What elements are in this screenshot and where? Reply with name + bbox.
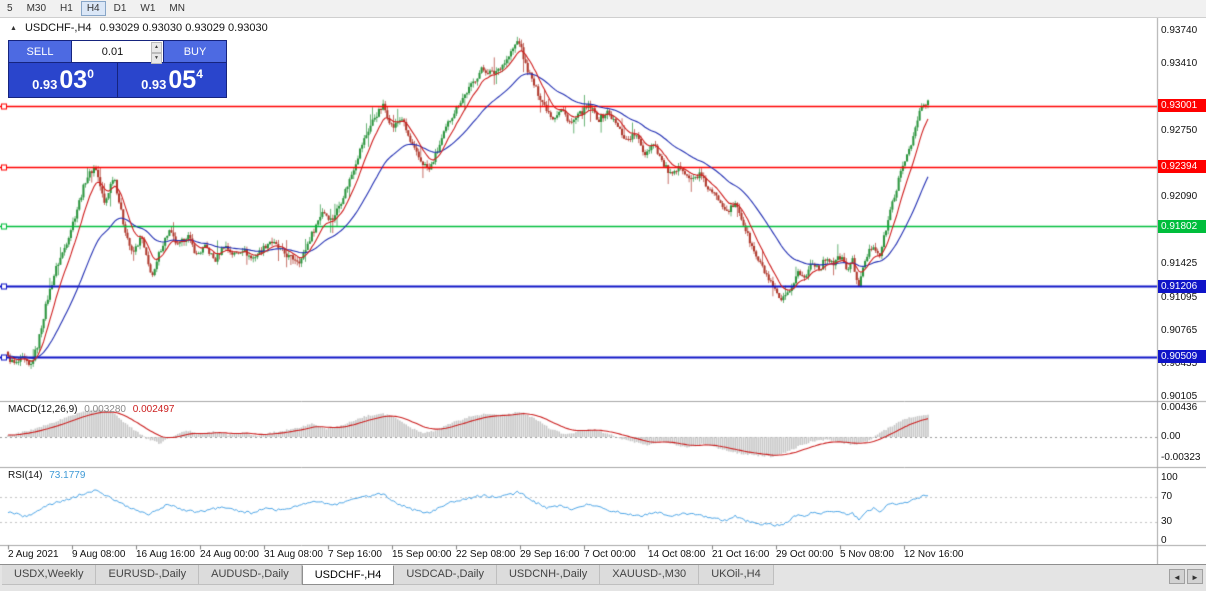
buy-button[interactable]: BUY: [163, 41, 226, 62]
timeframe-button-5[interactable]: 5: [7, 3, 13, 14]
price-scale-tick: 0.90105: [1161, 391, 1198, 403]
symbol-tab-ukoilh4[interactable]: UKOil-,H4: [699, 565, 774, 585]
time-axis-label: 9 Aug 08:00: [72, 549, 126, 560]
macd-scale-tick: 0.00: [1161, 431, 1181, 442]
rsi-scale-tick: 30: [1161, 516, 1173, 528]
rsi-value: 73.1779: [49, 470, 86, 481]
sell-price[interactable]: 0.93 03 0: [9, 63, 118, 97]
volume-box: ▲ ▼: [72, 41, 163, 64]
time-axis-label: 14 Oct 08:00: [648, 549, 706, 560]
time-axis-label: 5 Nov 08:00: [840, 549, 894, 560]
timeframe-button-mn[interactable]: MN: [169, 3, 185, 14]
time-axis-label: 21 Oct 16:00: [712, 549, 770, 560]
timeframe-button-d1[interactable]: D1: [113, 3, 127, 14]
symbol-tab-eurusddaily[interactable]: EURUSD-,Daily: [96, 565, 200, 585]
symbol-tab-xauusdm30[interactable]: XAUUSD-,M30: [600, 565, 700, 585]
price-scale-tick: 0.92090: [1161, 191, 1198, 203]
symbol-tabbar-tabs: USDX,Weekly EURUSD-,Daily AUDUSD-,Daily USD…: [2, 565, 1206, 585]
volume-input[interactable]: [72, 41, 163, 62]
macd-value: 0.003280: [84, 404, 126, 415]
rsi-scale-tick: 100: [1161, 472, 1178, 483]
buy-price[interactable]: 0.93 05 4: [118, 63, 226, 97]
one-click-trading-panel: SELL ▲ ▼ BUY 0.93 03 0 0.93 05 4: [8, 40, 227, 98]
time-axis-label: 29 Oct 00:00: [776, 549, 834, 560]
timeframe-toolbar: 5 M30 H1 H4 D1 W1 MN: [0, 0, 1206, 18]
macd-signal-value: 0.002497: [132, 404, 175, 415]
time-axis-label: 31 Aug 08:00: [264, 549, 323, 560]
macd-indicator-label: MACD(12,26,9) 0.003280 0.002497: [8, 404, 174, 415]
timeframe-button-h4[interactable]: H4: [80, 1, 106, 16]
time-axis-label: 12 Nov 16:00: [904, 549, 964, 560]
macd-name: MACD(12,26,9): [8, 404, 78, 415]
volume-spinner: ▲ ▼: [151, 42, 162, 64]
time-axis-label: 16 Aug 16:00: [136, 549, 195, 560]
chart-canvas[interactable]: [0, 18, 1206, 564]
price-level-label: 0.90509: [1158, 350, 1206, 364]
symbol-tab-usdcnhdaily[interactable]: USDCNH-,Daily: [496, 565, 601, 585]
symbol-tab-audusddaily[interactable]: AUDUSD-,Daily: [199, 565, 302, 585]
price-scale-tick: 0.90435: [1161, 358, 1198, 370]
time-axis[interactable]: 2 Aug 2021 9 Aug 08:00 16 Aug 16:00 24 Aug …: [0, 546, 1158, 564]
timeframe-button-w1[interactable]: W1: [140, 3, 156, 14]
symbol-tab-usdxweekly[interactable]: USDX,Weekly: [2, 565, 97, 585]
sell-price-base: 0.93: [32, 77, 58, 92]
rsi-name: RSI(14): [8, 470, 43, 481]
chart-symbol-period: USDCHF-,H4: [24, 22, 92, 34]
price-scale-tick: 0.93740: [1161, 25, 1198, 37]
time-axis-label: 2 Aug 2021: [8, 549, 59, 560]
time-axis-label: 15 Sep 00:00: [392, 549, 452, 560]
price-scale-tick: 0.91425: [1161, 258, 1198, 270]
tab-scroll-right-button[interactable]: ►: [1187, 569, 1203, 584]
symbol-tab-usdchfh4[interactable]: USDCHF-,H4: [301, 565, 395, 585]
time-axis-label: 7 Sep 16:00: [328, 549, 382, 560]
volume-increase-icon[interactable]: ▲: [151, 42, 162, 53]
price-level-label: 0.91802: [1158, 219, 1206, 233]
timeframe-button-h1[interactable]: H1: [60, 3, 73, 14]
price-scale-tick: 0.92750: [1161, 124, 1198, 136]
price-scale[interactable]: 0.93740 0.93410 0.92750 0.92090 0.91425 0.910…: [1158, 18, 1206, 564]
macd-scale-tick: 0.00436: [1161, 402, 1198, 414]
symbol-tabbar: USDX,Weekly EURUSD-,Daily AUDUSD-,Daily USD…: [0, 564, 1206, 591]
price-level-label: 0.92394: [1158, 160, 1206, 174]
sell-button[interactable]: SELL: [9, 41, 72, 62]
price-scale-tick: 0.91095: [1161, 291, 1198, 303]
price-level-label: 0.93001: [1158, 99, 1206, 113]
timeframe-button-m30[interactable]: M30: [26, 3, 47, 14]
tab-scroll-buttons: ◄ ►: [1169, 569, 1203, 584]
rsi-indicator-label: RSI(14) 73.1779: [8, 470, 85, 481]
price-scale-tick: 0.90765: [1161, 324, 1198, 336]
time-axis-label: 24 Aug 00:00: [200, 549, 259, 560]
buy-price-sup: 4: [196, 67, 203, 81]
time-axis-label: 29 Sep 16:00: [520, 549, 580, 560]
chart-title: ▲ USDCHF-,H4 0.93029 0.93030 0.93029 0.9…: [10, 22, 268, 34]
macd-scale-tick: -0.00323: [1161, 452, 1201, 464]
sell-price-sup: 0: [87, 67, 94, 81]
rsi-scale-tick: 0: [1161, 535, 1167, 546]
price-scale-tick: 0.93410: [1161, 58, 1198, 70]
buy-price-base: 0.93: [141, 77, 167, 92]
volume-decrease-icon[interactable]: ▼: [151, 53, 162, 64]
buy-price-main: 05: [168, 66, 197, 94]
time-axis-label: 7 Oct 00:00: [584, 549, 636, 560]
time-axis-label: 22 Sep 08:00: [456, 549, 516, 560]
price-level-label: 0.91206: [1158, 279, 1206, 293]
rsi-scale-tick: 70: [1161, 490, 1173, 502]
symbol-tab-usdcaddaily[interactable]: USDCAD-,Daily: [394, 565, 497, 585]
one-click-collapse-icon[interactable]: ▲: [10, 24, 17, 32]
tab-scroll-left-button[interactable]: ◄: [1169, 569, 1185, 584]
sell-price-main: 03: [59, 66, 88, 94]
chart-ohlc: 0.93029 0.93030 0.93029 0.93030: [99, 22, 268, 34]
